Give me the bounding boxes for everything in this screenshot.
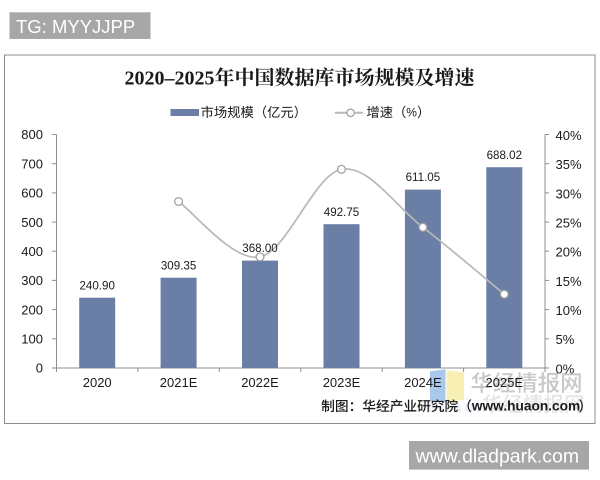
- svg-text:www.huaon.com: www.huaon.com: [471, 399, 580, 414]
- svg-text:688.02: 688.02: [487, 149, 522, 162]
- svg-text:2021E: 2021E: [160, 375, 198, 390]
- svg-text:2023E: 2023E: [323, 375, 361, 390]
- svg-text:309.35: 309.35: [161, 259, 196, 272]
- svg-text:TG: MYYJJPP: TG: MYYJJPP: [16, 16, 135, 37]
- svg-text:%: %: [406, 106, 417, 120]
- svg-text:500: 500: [21, 215, 43, 230]
- svg-text:300: 300: [21, 273, 43, 288]
- svg-text:www.dladpark.com: www.dladpark.com: [415, 445, 580, 467]
- svg-text:40%: 40%: [556, 128, 582, 143]
- svg-text:2024E: 2024E: [404, 375, 442, 390]
- svg-text:25%: 25%: [556, 216, 582, 231]
- svg-text:15%: 15%: [556, 274, 582, 289]
- svg-text:10%: 10%: [556, 303, 582, 318]
- svg-text:200: 200: [21, 302, 43, 317]
- svg-text:20%: 20%: [556, 245, 582, 260]
- svg-text:30%: 30%: [556, 186, 582, 201]
- svg-text:240.90: 240.90: [79, 279, 114, 292]
- svg-text:2020–2025: 2020–2025: [125, 68, 215, 90]
- svg-text:368.00: 368.00: [242, 242, 277, 255]
- svg-text:611.05: 611.05: [406, 171, 441, 184]
- svg-text:35%: 35%: [556, 157, 582, 172]
- svg-text:0%: 0%: [556, 361, 575, 376]
- svg-text:700: 700: [21, 156, 43, 171]
- svg-text:2020: 2020: [83, 375, 112, 390]
- svg-text:800: 800: [21, 127, 43, 142]
- svg-text:2025E: 2025E: [486, 375, 524, 390]
- svg-text:2022E: 2022E: [241, 375, 279, 390]
- svg-text:100: 100: [21, 332, 43, 347]
- svg-text:600: 600: [21, 186, 43, 201]
- svg-text:492.75: 492.75: [324, 206, 359, 219]
- svg-text:400: 400: [21, 244, 43, 259]
- svg-text:5%: 5%: [556, 332, 575, 347]
- svg-text:0: 0: [36, 361, 43, 376]
